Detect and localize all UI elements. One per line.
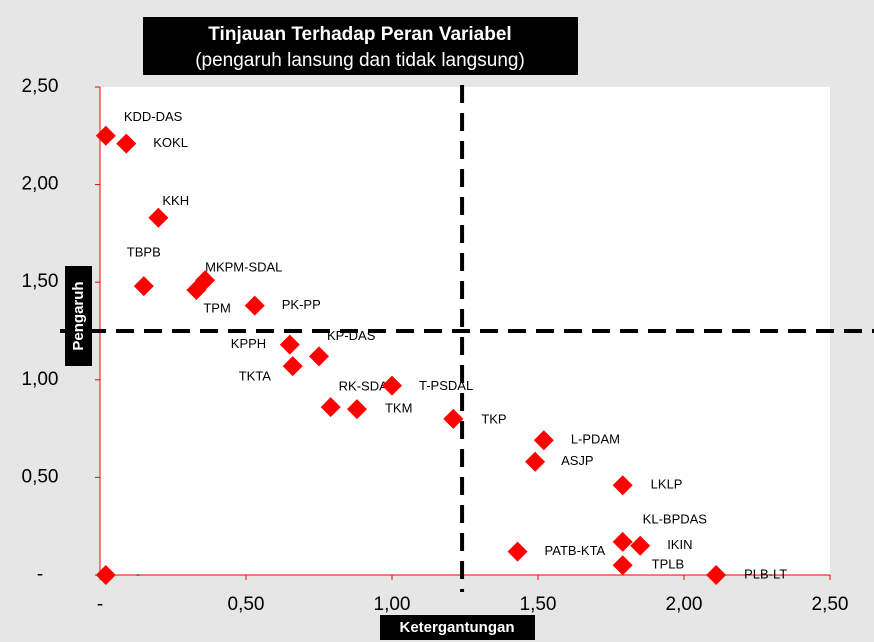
point [382, 375, 402, 396]
point-label: ASJP [561, 453, 594, 468]
point-label: - [136, 566, 140, 581]
y-axis-label: Pengaruh [70, 281, 87, 350]
point [148, 207, 169, 228]
point [282, 356, 303, 377]
point [244, 295, 265, 316]
x-tick-label: 2,50 [812, 594, 849, 615]
point-label: KKH [162, 193, 189, 208]
point-label: KDD-DAS [124, 109, 183, 124]
x-tick-label: 1,00 [374, 594, 411, 615]
y-tick-label: 2,50 [22, 76, 59, 97]
point [507, 541, 528, 562]
point-label: IKIN [667, 537, 692, 552]
x-tick-label: 0,50 [228, 594, 265, 615]
point [706, 565, 727, 585]
point [320, 397, 341, 418]
point [630, 535, 651, 556]
x-label-box [380, 615, 535, 640]
point-label: PK-PP [282, 297, 321, 312]
y-tick-label: - [37, 564, 43, 585]
point-label: TPLB [652, 557, 685, 572]
point [95, 125, 116, 146]
point [116, 133, 137, 154]
point [279, 334, 300, 355]
point [133, 276, 154, 297]
point-label: T-PSDAL [419, 378, 473, 393]
point-label: TPM [203, 300, 230, 315]
y-label-box [65, 266, 92, 366]
x-tick-label: 2,00 [666, 594, 703, 615]
point [186, 280, 207, 301]
chart-title: Tinjauan Terhadap Peran Variabel [208, 24, 511, 45]
point-label: L-PDAM [571, 432, 620, 447]
y-tick-label: 1,50 [22, 271, 59, 292]
y-tick-label: 0,50 [22, 466, 59, 487]
point [309, 346, 329, 367]
point [525, 451, 546, 472]
y-tick-label: 2,00 [22, 174, 59, 195]
point-label: KL-BPDAS [643, 511, 708, 526]
point-label: RK-SDA [339, 379, 388, 394]
point [533, 430, 554, 451]
point [612, 531, 633, 552]
point-label: TKP [481, 411, 506, 426]
point-label: TKM [385, 401, 412, 416]
x-tick-label: - [97, 594, 103, 615]
point [612, 555, 633, 576]
chart-subtitle: (pengaruh lansung dan tidak langsung) [195, 50, 525, 71]
point-label: TKTA [239, 369, 272, 384]
x-axis-label: Ketergantungan [399, 619, 514, 636]
point [443, 408, 464, 429]
title-box [143, 17, 578, 75]
point-label: KOKL [153, 135, 188, 150]
point [346, 399, 367, 420]
point-label: PLB-LT [744, 566, 787, 581]
point [95, 565, 116, 585]
point-label: KPPH [231, 336, 266, 351]
point-label: KP-DAS [327, 328, 376, 343]
point-label: PATB-KTA [545, 543, 606, 558]
point-label: TBPB [127, 245, 161, 260]
point-label: MKPM-SDAL [205, 260, 282, 275]
y-tick-label: 1,00 [22, 369, 59, 390]
x-tick-label: 1,50 [520, 594, 557, 615]
point [612, 475, 633, 496]
point-label: LKLP [651, 477, 683, 492]
